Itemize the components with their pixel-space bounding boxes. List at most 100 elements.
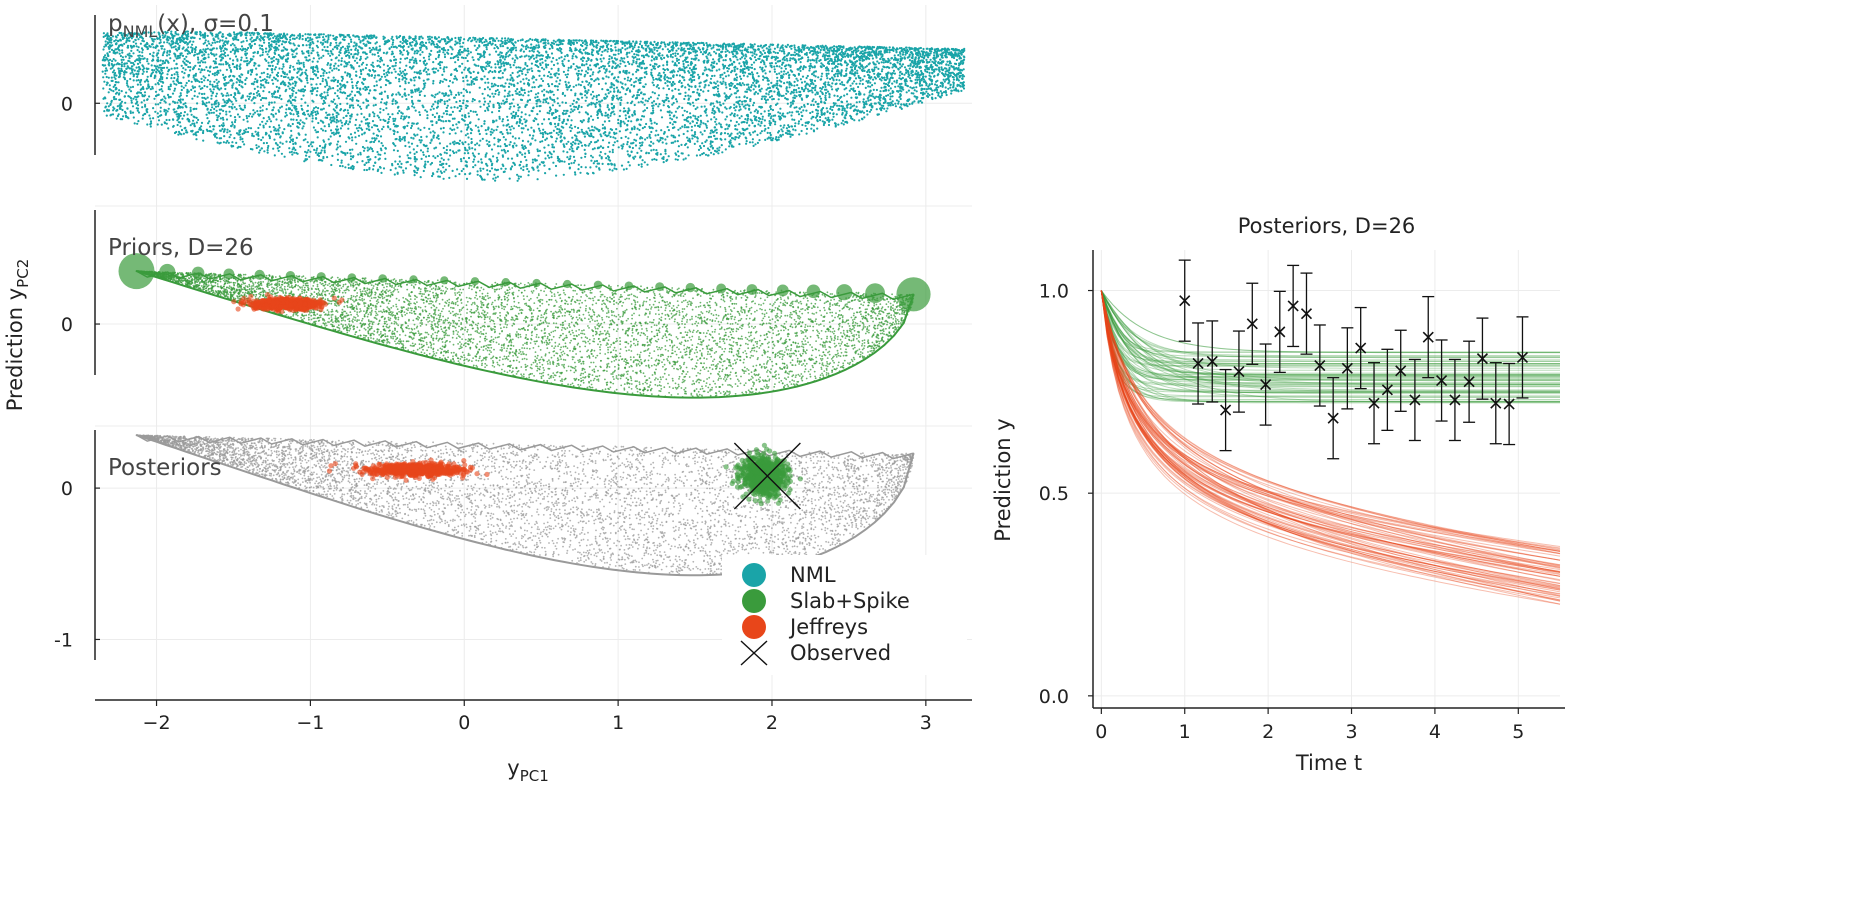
nml-point — [759, 90, 762, 93]
nml-point — [391, 41, 395, 44]
nml-point — [337, 97, 340, 100]
nml-point — [465, 106, 468, 109]
nml-point — [204, 61, 207, 64]
nml-point — [260, 138, 263, 142]
nml-point — [114, 83, 117, 86]
nml-point — [380, 171, 383, 174]
nml-point — [712, 153, 715, 156]
nml-point — [577, 77, 580, 80]
nml-point — [321, 129, 325, 132]
nml-point — [189, 124, 192, 127]
nml-point — [667, 105, 670, 108]
nml-point — [845, 69, 848, 72]
nml-point — [442, 126, 445, 130]
nml-point — [742, 74, 746, 77]
nml-point — [433, 115, 436, 119]
nml-point — [533, 57, 536, 60]
nml-point — [759, 66, 762, 69]
nml-point — [751, 141, 754, 144]
nml-point — [490, 37, 494, 40]
nml-point — [691, 137, 694, 140]
nml-point — [819, 51, 822, 54]
nml-point — [583, 148, 586, 151]
nml-point — [506, 115, 509, 118]
nml-point — [112, 85, 115, 88]
nml-point — [825, 69, 828, 72]
nml-point — [717, 149, 721, 152]
nml-point — [356, 90, 359, 94]
nml-point — [785, 127, 789, 130]
nml-point — [664, 152, 667, 155]
nml-point — [394, 167, 397, 170]
nml-point — [257, 64, 260, 67]
nml-point — [562, 173, 565, 176]
nml-point — [560, 56, 563, 59]
nml-point — [102, 87, 105, 90]
nml-point — [768, 96, 772, 99]
nml-point — [241, 140, 244, 143]
nml-point — [835, 88, 838, 91]
nml-point — [541, 79, 545, 83]
nml-point — [715, 123, 718, 126]
nml-point — [546, 53, 550, 57]
nml-point — [802, 68, 805, 71]
nml-point — [462, 80, 465, 83]
nml-point — [570, 65, 573, 68]
nml-point — [126, 79, 129, 83]
nml-point — [120, 61, 124, 64]
nml-point — [447, 85, 450, 88]
nml-point — [533, 119, 536, 123]
nml-point — [803, 80, 807, 83]
nml-point — [451, 128, 454, 132]
nml-point — [269, 130, 272, 133]
nml-point — [366, 99, 370, 103]
nml-point — [105, 75, 108, 79]
nml-point — [789, 65, 792, 68]
nml-point — [717, 90, 720, 93]
nml-point — [117, 81, 120, 84]
nml-point — [456, 168, 459, 171]
nml-point — [163, 41, 166, 44]
nml-point — [651, 81, 654, 84]
nml-point — [829, 77, 832, 81]
nml-point — [536, 150, 540, 153]
nml-point — [361, 133, 364, 136]
nml-point — [204, 76, 207, 79]
nml-point — [556, 76, 559, 79]
nml-point — [226, 92, 229, 95]
nml-point — [365, 127, 368, 130]
nml-point — [436, 101, 439, 104]
nml-point — [574, 125, 577, 128]
nml-point — [228, 110, 231, 113]
nml-point — [396, 149, 399, 152]
nml-point — [666, 76, 669, 79]
nml-point — [300, 98, 303, 101]
nml-point — [637, 51, 640, 54]
nml-point — [231, 103, 234, 106]
nml-point — [612, 40, 615, 43]
nml-point — [392, 143, 395, 146]
nml-point — [501, 45, 505, 48]
nml-point — [826, 77, 829, 80]
nml-point — [878, 50, 881, 53]
nml-point — [666, 125, 669, 129]
nml-point — [113, 76, 116, 79]
nml-point — [527, 46, 530, 49]
nml-point — [934, 83, 937, 86]
nml-point — [350, 40, 353, 44]
nml-point — [474, 124, 477, 127]
nml-point — [718, 101, 721, 104]
nml-point — [167, 61, 170, 64]
nml-point — [343, 65, 346, 68]
nml-point — [507, 92, 510, 95]
nml-point — [587, 66, 590, 69]
nml-point — [302, 94, 305, 97]
nml-point — [608, 119, 611, 123]
nml-point — [741, 103, 744, 106]
nml-point — [281, 67, 284, 70]
nml-point — [359, 87, 362, 90]
nml-point — [488, 64, 491, 67]
nml-point — [835, 78, 838, 81]
nml-point — [527, 174, 530, 177]
